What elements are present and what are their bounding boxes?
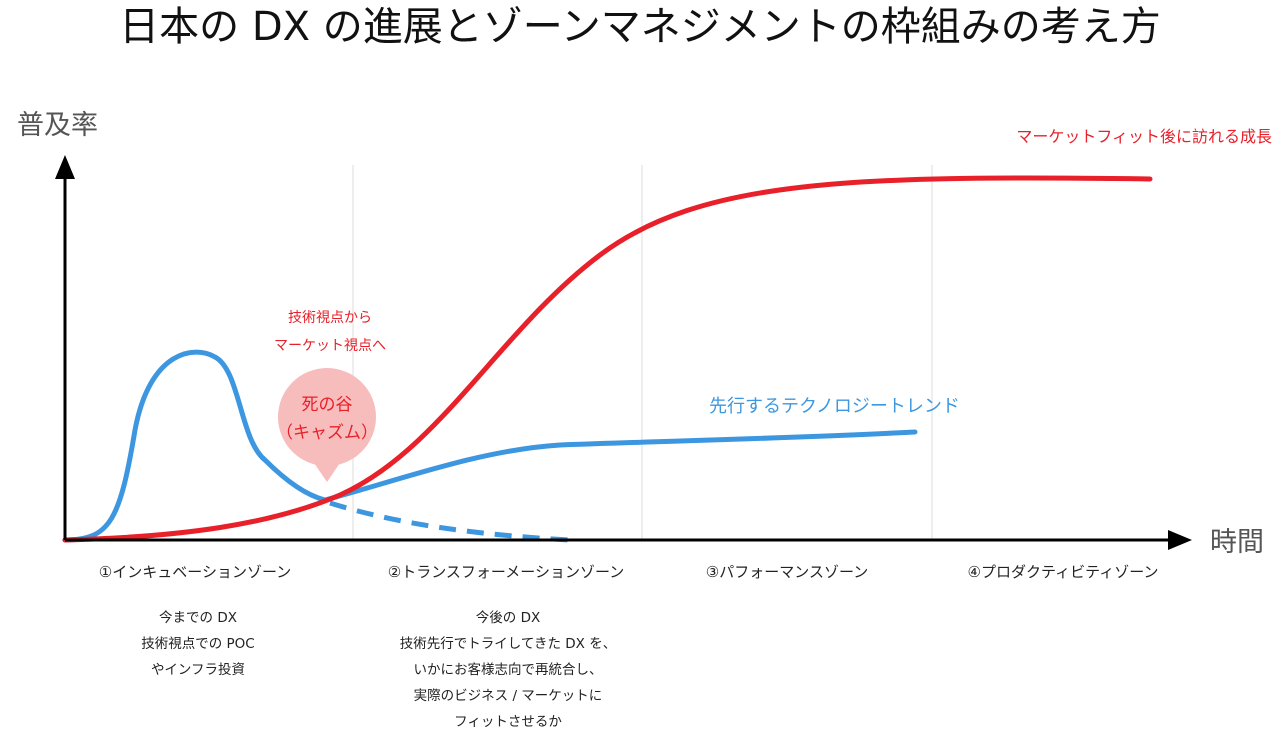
zone2-desc-line: 今後の DX [476, 610, 540, 626]
shift-note-line-1: 技術視点から [288, 310, 372, 326]
y-axis-label: 普及率 [17, 110, 98, 141]
chasm-bubble-pointer [312, 460, 342, 482]
chasm-bubble-circle [278, 368, 376, 466]
blue-curve-label: 先行するテクノロジートレンド [709, 396, 960, 417]
chasm-subtitle: （キャズム） [276, 423, 378, 443]
zone1-desc-line: 技術視点での POC [141, 636, 254, 652]
zone-label-incubation: ①インキュベーションゾーン [99, 563, 291, 581]
y-axis-arrow-icon [55, 155, 75, 179]
red-curve-label: マーケットフィット後に訪れる成長 [1016, 127, 1272, 146]
zone2-desc-line: 実際のビジネス / マーケットに [414, 688, 603, 704]
zone-label-productivity: ④プロダクティビティゾーン [968, 563, 1159, 581]
chasm-bubble: 死の谷 （キャズム） [276, 368, 378, 482]
shift-note-line-2: マーケット視点へ [274, 338, 386, 354]
x-axis-arrow-icon [1168, 530, 1192, 550]
zone2-desc-line: 技術先行でトライしてきた DX を、 [400, 636, 616, 652]
zone-label-performance: ③パフォーマンスゾーン [706, 563, 868, 581]
technology-trend-dashed-tail [329, 500, 571, 543]
zone-label-transformation: ②トランスフォーメーションゾーン [388, 563, 625, 581]
zone2-desc-line: いかにお客様志向で再統合し、 [414, 661, 603, 678]
x-axis-label: 時間 [1210, 527, 1264, 558]
zone2-desc-line: フィットさせるか [454, 714, 562, 730]
technology-trend-curve [62, 349, 918, 543]
chasm-title: 死の谷 [302, 395, 353, 415]
market-fit-growth-curve [62, 175, 1153, 543]
zone1-desc-line: やインフラ投資 [151, 662, 245, 678]
zone1-desc-line: 今までの DX [159, 610, 237, 626]
diagram-title: 日本の DX の進展とゾーンマネジメントの枠組みの考え方 [119, 4, 1161, 50]
